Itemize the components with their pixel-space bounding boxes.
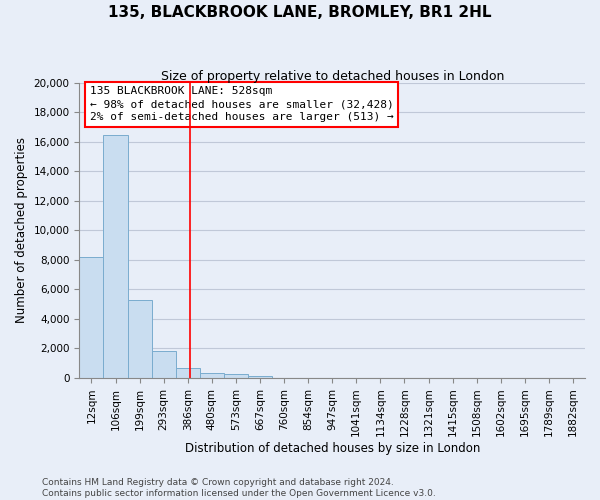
Bar — [128, 300, 152, 378]
Title: Size of property relative to detached houses in London: Size of property relative to detached ho… — [161, 70, 504, 83]
Bar — [224, 374, 248, 378]
Text: 135 BLACKBROOK LANE: 528sqm
← 98% of detached houses are smaller (32,428)
2% of : 135 BLACKBROOK LANE: 528sqm ← 98% of det… — [89, 86, 393, 122]
Bar — [152, 350, 176, 378]
Bar — [103, 134, 128, 378]
Bar — [176, 368, 200, 378]
Bar — [200, 373, 224, 378]
Text: Contains HM Land Registry data © Crown copyright and database right 2024.
Contai: Contains HM Land Registry data © Crown c… — [42, 478, 436, 498]
Bar — [248, 376, 272, 378]
Bar — [79, 257, 103, 378]
Text: 135, BLACKBROOK LANE, BROMLEY, BR1 2HL: 135, BLACKBROOK LANE, BROMLEY, BR1 2HL — [108, 5, 492, 20]
Y-axis label: Number of detached properties: Number of detached properties — [15, 138, 28, 324]
X-axis label: Distribution of detached houses by size in London: Distribution of detached houses by size … — [185, 442, 480, 455]
